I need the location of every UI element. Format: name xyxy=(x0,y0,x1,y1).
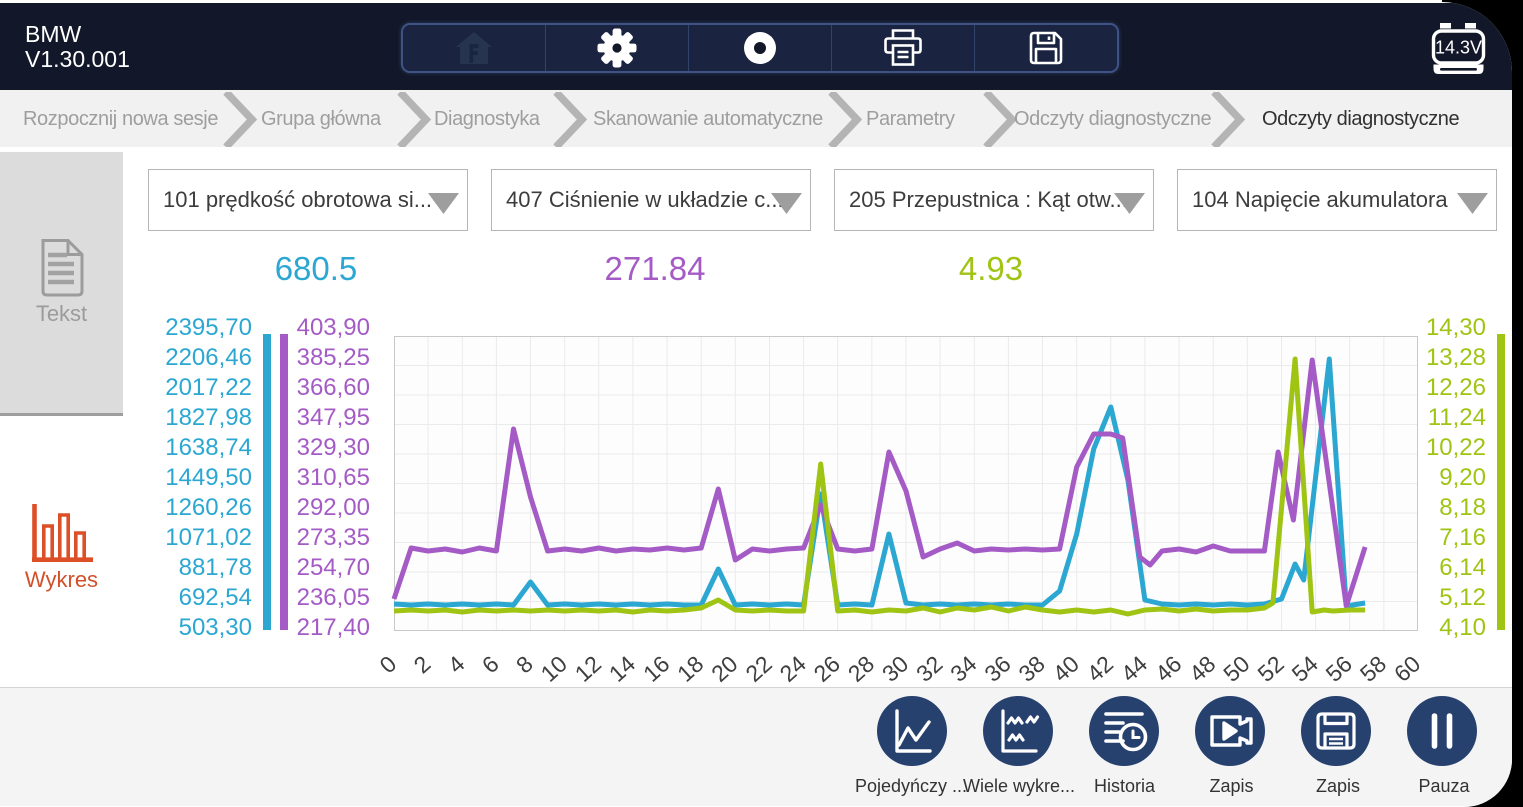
svg-text:2206,46: 2206,46 xyxy=(165,344,252,371)
svg-text:40: 40 xyxy=(1048,650,1084,686)
svg-text:10,22: 10,22 xyxy=(1426,434,1486,461)
svg-text:30: 30 xyxy=(877,650,913,686)
svg-text:292,00: 292,00 xyxy=(297,494,370,521)
svg-text:18: 18 xyxy=(672,650,708,686)
svg-text:4,10: 4,10 xyxy=(1439,614,1486,641)
svg-text:881,78: 881,78 xyxy=(179,554,252,581)
svg-text:48: 48 xyxy=(1184,650,1220,686)
svg-text:11,24: 11,24 xyxy=(1428,404,1486,431)
svg-text:14,30: 14,30 xyxy=(1426,314,1486,341)
svg-text:24: 24 xyxy=(775,650,812,687)
svg-text:236,05: 236,05 xyxy=(297,584,370,611)
svg-text:12: 12 xyxy=(570,650,606,686)
svg-text:273,35: 273,35 xyxy=(297,524,370,551)
svg-text:366,60: 366,60 xyxy=(297,374,370,401)
svg-text:42: 42 xyxy=(1082,650,1118,686)
svg-text:1260,26: 1260,26 xyxy=(165,494,252,521)
svg-text:8: 8 xyxy=(511,650,538,678)
svg-text:6,14: 6,14 xyxy=(1439,554,1486,581)
svg-text:38: 38 xyxy=(1013,650,1049,686)
svg-text:1638,74: 1638,74 xyxy=(165,434,252,461)
svg-text:54: 54 xyxy=(1287,650,1324,687)
svg-text:1071,02: 1071,02 xyxy=(165,524,252,551)
svg-text:13,28: 13,28 xyxy=(1426,344,1486,371)
svg-text:7,16: 7,16 xyxy=(1439,524,1486,551)
svg-text:16: 16 xyxy=(638,650,674,686)
svg-text:58: 58 xyxy=(1355,650,1391,686)
svg-text:52: 52 xyxy=(1252,650,1288,686)
svg-text:329,30: 329,30 xyxy=(297,434,370,461)
svg-text:46: 46 xyxy=(1150,650,1186,686)
svg-text:5,12: 5,12 xyxy=(1439,584,1486,611)
svg-text:10: 10 xyxy=(536,650,572,686)
svg-text:692,54: 692,54 xyxy=(179,584,252,611)
svg-text:14: 14 xyxy=(604,650,641,687)
svg-text:32: 32 xyxy=(911,650,947,686)
svg-text:60: 60 xyxy=(1389,650,1425,686)
svg-text:217,40: 217,40 xyxy=(297,614,370,641)
svg-text:0: 0 xyxy=(374,650,401,678)
svg-text:6: 6 xyxy=(477,650,504,678)
svg-text:36: 36 xyxy=(979,650,1015,686)
svg-text:2: 2 xyxy=(409,650,436,678)
svg-text:254,70: 254,70 xyxy=(297,554,370,581)
svg-text:4: 4 xyxy=(443,650,470,678)
svg-text:1827,98: 1827,98 xyxy=(165,404,252,431)
svg-text:2017,22: 2017,22 xyxy=(165,374,252,401)
svg-text:2395,70: 2395,70 xyxy=(165,314,252,341)
svg-text:14.3V: 14.3V xyxy=(1435,38,1482,58)
svg-text:22: 22 xyxy=(740,650,776,686)
svg-text:44: 44 xyxy=(1116,650,1153,687)
svg-text:8,18: 8,18 xyxy=(1439,494,1486,521)
svg-text:385,25: 385,25 xyxy=(297,344,370,371)
svg-text:28: 28 xyxy=(843,650,879,686)
svg-text:503,30: 503,30 xyxy=(179,614,252,641)
svg-text:34: 34 xyxy=(945,650,982,687)
svg-text:310,65: 310,65 xyxy=(297,464,370,491)
svg-text:20: 20 xyxy=(706,650,742,686)
svg-text:1449,50: 1449,50 xyxy=(165,464,252,491)
svg-text:26: 26 xyxy=(809,650,845,686)
svg-text:50: 50 xyxy=(1218,650,1254,686)
svg-text:12,26: 12,26 xyxy=(1426,374,1486,401)
svg-text:56: 56 xyxy=(1321,650,1357,686)
svg-text:347,95: 347,95 xyxy=(297,404,370,431)
svg-text:9,20: 9,20 xyxy=(1439,464,1486,491)
svg-text:403,90: 403,90 xyxy=(297,314,370,341)
